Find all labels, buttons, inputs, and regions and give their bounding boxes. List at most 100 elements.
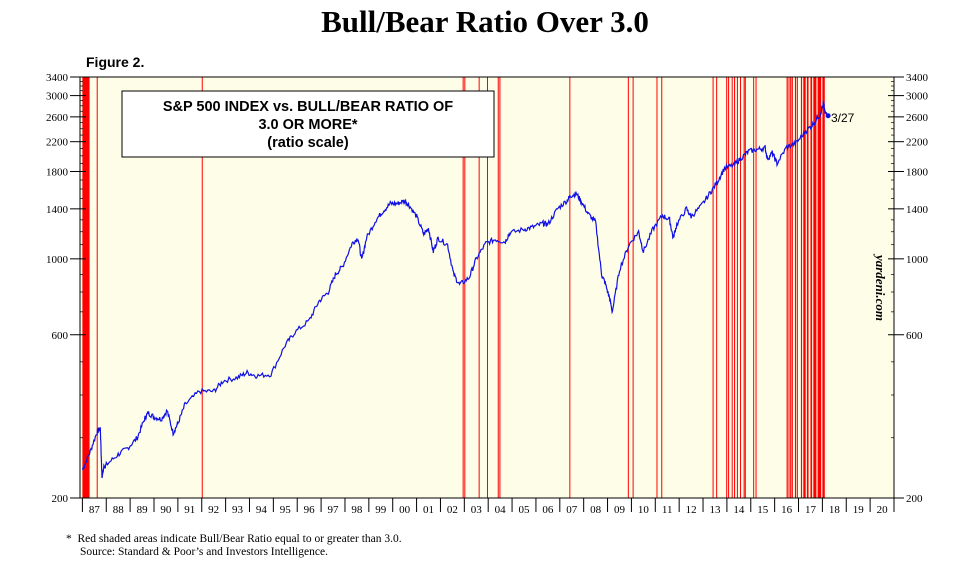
x-tick-label: 94 xyxy=(256,504,268,516)
x-tick-label: 88 xyxy=(113,504,125,516)
x-tick-label: 92 xyxy=(208,504,219,516)
x-tick-label: 08 xyxy=(590,504,602,516)
figure-label: Figure 2. xyxy=(86,54,145,70)
y-tick-label-right: 2600 xyxy=(906,112,929,124)
footnote-row: * Red shaded areas indicate Bull/Bear Ra… xyxy=(66,533,402,546)
x-tick-label: 07 xyxy=(566,504,578,516)
x-tick-label: 06 xyxy=(542,504,554,516)
footnote-marker: * xyxy=(66,533,72,545)
x-axis: 87 88 89 90 91 92 93 94 95 96 97 98 99 00 01 02 03 04 05 06… xyxy=(81,498,895,516)
x-tick-label: 01 xyxy=(423,504,434,516)
y-tick-label-left: 1800 xyxy=(46,167,69,179)
x-tick-label: 93 xyxy=(232,504,244,516)
y-tick-label-left: 2600 xyxy=(46,112,69,124)
y-tick-label-right: 1000 xyxy=(906,254,929,266)
shaded-period xyxy=(627,77,629,498)
shaded-period xyxy=(736,77,738,498)
shaded-period xyxy=(791,77,793,498)
y-tick-label-right: 2200 xyxy=(906,137,929,149)
x-tick-label: 03 xyxy=(471,504,483,516)
shaded-period xyxy=(487,77,488,498)
shaded-period xyxy=(499,77,501,498)
plot-frame xyxy=(79,76,895,499)
shaded-period xyxy=(726,77,728,498)
y-tick-label-right: 3000 xyxy=(906,91,929,103)
shaded-periods xyxy=(82,77,825,498)
y-axis-right: 200 600 1000 1400 1800 2200 2600 3000 3400 xyxy=(888,72,929,505)
shaded-period xyxy=(800,77,803,498)
x-tick-label: 00 xyxy=(399,504,411,516)
x-tick-label: 91 xyxy=(184,504,195,516)
shaded-period xyxy=(82,77,90,498)
end-point-marker xyxy=(825,113,831,119)
x-tick-label: 18 xyxy=(829,504,841,516)
footnote: * Red shaded areas indicate Bull/Bear Ra… xyxy=(66,533,402,559)
shaded-period xyxy=(201,77,203,498)
shaded-period xyxy=(656,77,658,498)
y-tick-label-right: 600 xyxy=(906,330,923,342)
shaded-period xyxy=(806,77,809,498)
y-tick-label-left: 600 xyxy=(52,330,69,342)
x-tick-label: 19 xyxy=(853,504,865,516)
shaded-period xyxy=(728,77,730,498)
shaded-period xyxy=(813,77,817,498)
x-tick-label: 20 xyxy=(877,504,889,516)
shaded-period xyxy=(755,77,757,498)
shaded-period xyxy=(788,77,790,498)
shaded-period xyxy=(464,77,466,498)
x-tick-label: 02 xyxy=(447,504,458,516)
shaded-period xyxy=(744,77,746,498)
shaded-period xyxy=(740,77,742,498)
shaded-period xyxy=(497,77,499,498)
x-tick-label: 05 xyxy=(519,504,531,516)
shaded-period xyxy=(822,77,825,498)
x-tick-label: 99 xyxy=(375,504,387,516)
x-tick-label: 98 xyxy=(351,504,363,516)
shaded-period xyxy=(731,77,733,498)
x-tick-label: 09 xyxy=(614,504,626,516)
shaded-period xyxy=(96,77,98,498)
y-tick-label-left: 3000 xyxy=(46,91,69,103)
watermark: yardeni.com xyxy=(873,253,888,321)
sp500-series-line xyxy=(81,100,829,479)
y-tick-label-right: 1400 xyxy=(906,204,929,216)
x-tick-label: 04 xyxy=(495,504,507,516)
x-tick-label: 89 xyxy=(137,504,149,516)
y-tick-label-left: 3400 xyxy=(46,72,69,84)
x-tick-label: 87 xyxy=(89,504,101,516)
shaded-period xyxy=(743,77,745,498)
shaded-period xyxy=(569,77,571,498)
y-tick-label-left: 200 xyxy=(52,493,69,505)
shaded-period xyxy=(478,77,480,498)
shaded-period xyxy=(753,77,755,498)
shaded-period xyxy=(790,77,792,498)
shaded-period xyxy=(803,77,806,498)
x-tick-label: 16 xyxy=(781,504,793,516)
shaded-period xyxy=(632,77,634,498)
shaded-period xyxy=(810,77,813,498)
y-tick-label-left: 1000 xyxy=(46,254,69,266)
x-tick-label: 96 xyxy=(304,504,316,516)
x-tick-label: 17 xyxy=(805,504,817,516)
x-tick-label: 10 xyxy=(638,504,650,516)
x-tick-label: 14 xyxy=(733,504,745,516)
shaded-period xyxy=(817,77,822,498)
x-tick-label: 95 xyxy=(280,504,292,516)
end-label: 3/27 xyxy=(831,111,855,125)
shaded-period xyxy=(462,77,464,498)
shaded-period xyxy=(734,77,736,498)
y-tick-label-left: 2200 xyxy=(46,137,69,149)
legend-line-1: S&P 500 INDEX vs. BULL/BEAR RATIO OF xyxy=(163,99,453,115)
shaded-period xyxy=(712,77,714,498)
shaded-period xyxy=(796,77,798,498)
x-tick-label: 13 xyxy=(709,504,721,516)
y-axis-left: 200 600 1000 1400 1800 2200 2600 3000 3400 xyxy=(46,72,86,505)
x-tick-label: 15 xyxy=(757,504,769,516)
shaded-period xyxy=(716,77,718,498)
footnote-text: Red shaded areas indicate Bull/Bear Rati… xyxy=(77,533,402,545)
x-tick-label: 97 xyxy=(328,504,340,516)
page-title: Bull/Bear Ratio Over 3.0 xyxy=(321,4,649,39)
y-tick-label-right: 3400 xyxy=(906,72,929,84)
x-tick-label: 12 xyxy=(686,504,697,516)
